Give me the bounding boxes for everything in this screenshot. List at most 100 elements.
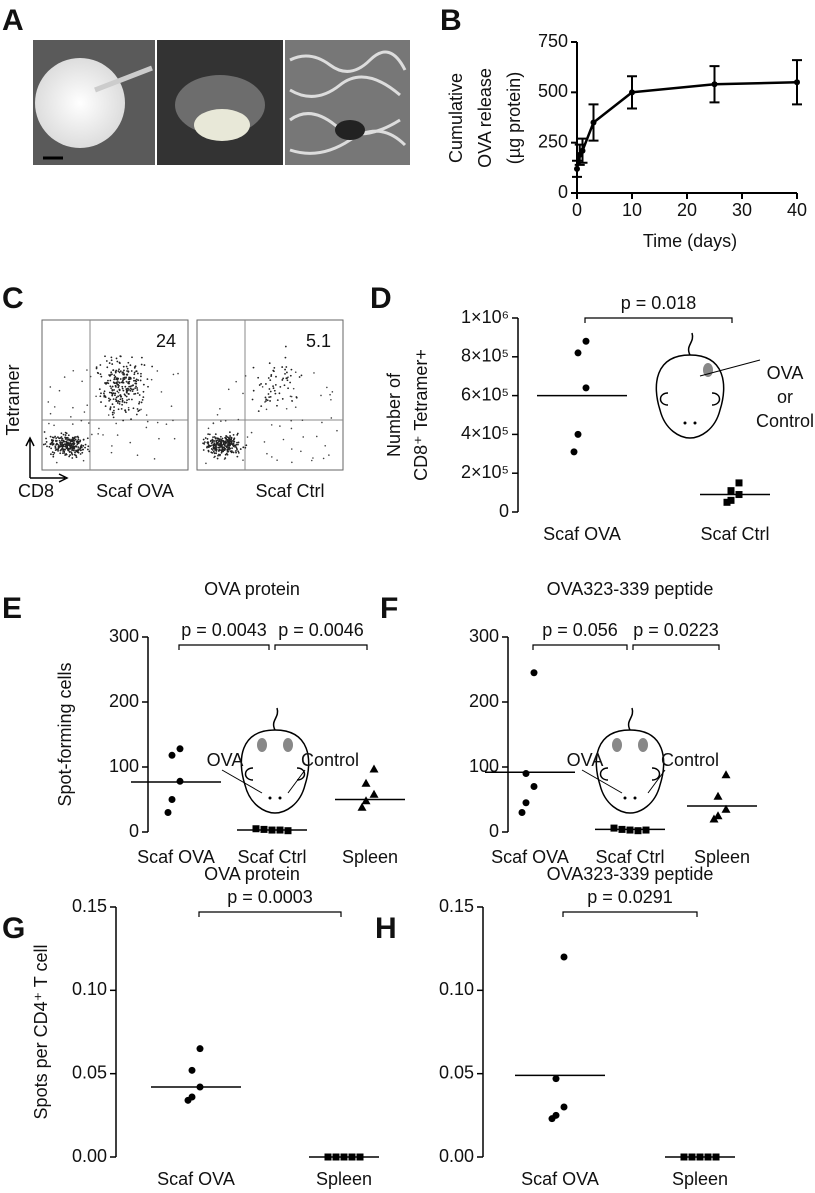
event-dot [121, 380, 124, 382]
event-dot [202, 449, 205, 451]
event-dot [73, 439, 76, 442]
event-dot [117, 400, 120, 402]
y-tick-label: 200 [469, 691, 499, 711]
data-point [369, 789, 379, 798]
event-dot [290, 448, 293, 450]
event-dot [69, 447, 72, 449]
quadrant-value: 5.1 [306, 331, 331, 351]
event-dot [237, 418, 240, 421]
data-point [252, 825, 260, 833]
implant-site [612, 738, 622, 752]
event-dot [76, 443, 79, 446]
event-dot [98, 427, 100, 430]
event-dot [234, 450, 237, 452]
event-dot [223, 444, 226, 447]
event-dot [217, 437, 220, 440]
event-dot [289, 374, 292, 377]
event-dot [68, 439, 71, 442]
event-dot [331, 391, 334, 393]
event-dot [290, 427, 293, 430]
event-dot [111, 385, 114, 388]
event-dot [60, 448, 63, 451]
event-dot [268, 388, 271, 390]
event-dot [329, 393, 331, 396]
mouse-ear [599, 767, 661, 781]
event-dot [276, 404, 278, 407]
event-dot [119, 355, 122, 357]
event-dot [51, 441, 54, 444]
data-point [164, 809, 172, 816]
mouse-icon [595, 729, 665, 814]
event-dot [45, 437, 47, 440]
event-dot [67, 448, 70, 451]
data-point [727, 487, 735, 495]
event-dot [267, 377, 270, 379]
event-dot [220, 449, 222, 452]
y-axis-label: Tetramer [3, 364, 23, 435]
event-dot [54, 435, 56, 438]
data-point [629, 89, 635, 96]
callout-line [221, 769, 263, 794]
event-dot [237, 450, 240, 453]
event-dot [289, 381, 292, 384]
event-dot [203, 442, 206, 445]
event-dot [99, 395, 102, 398]
event-dot [273, 367, 276, 369]
event-dot [202, 438, 205, 441]
event-dot [214, 448, 217, 450]
event-dot [117, 391, 120, 394]
event-dot [310, 459, 313, 462]
event-dot [124, 409, 127, 412]
event-dot [123, 369, 125, 372]
event-dot [322, 457, 325, 460]
event-dot [125, 401, 128, 404]
event-dot [83, 411, 86, 413]
mouse-label: or [777, 387, 793, 407]
event-dot [212, 422, 215, 424]
event-dot [118, 402, 121, 405]
p-value: p = 0.0003 [227, 887, 313, 907]
mouse-label: OVA [207, 750, 244, 770]
event-dot [134, 366, 136, 368]
event-dot [51, 443, 54, 446]
pore [335, 120, 365, 140]
event-dot [172, 373, 175, 376]
event-dot [77, 438, 80, 441]
event-dot [55, 439, 57, 442]
event-dot [177, 372, 179, 375]
event-dot [125, 395, 128, 398]
event-dot [226, 442, 229, 444]
event-dot [217, 440, 220, 443]
y-tick-label: 250 [538, 131, 568, 151]
event-dot [79, 440, 81, 443]
forceps [94, 65, 153, 93]
event-dot [236, 455, 239, 458]
event-dot [71, 449, 74, 452]
event-dot [91, 433, 93, 436]
event-dot [112, 369, 115, 372]
data-point [530, 669, 538, 677]
event-dot [132, 407, 135, 410]
event-dot [140, 408, 142, 411]
x-tick-label: 30 [732, 200, 752, 220]
event-dot [136, 387, 138, 389]
chart-title: OVA protein [204, 864, 300, 884]
event-dot [265, 383, 267, 385]
event-dot [215, 439, 218, 442]
event-dot [70, 444, 73, 447]
event-dot [224, 419, 227, 422]
x-axis-label: Time (days) [643, 231, 737, 251]
event-dot [119, 398, 122, 401]
axis-arrows [25, 436, 69, 483]
event-dot [221, 437, 224, 440]
event-dot [66, 438, 68, 440]
y-axis-label: Cumulative [446, 73, 466, 163]
data-point [184, 1096, 192, 1104]
mouse-eye [683, 421, 687, 425]
event-dot [312, 457, 314, 459]
event-dot [210, 451, 213, 454]
significance-bracket [274, 644, 368, 650]
event-dot [115, 422, 117, 425]
event-dot [226, 438, 228, 441]
mouse-label: OVA [567, 750, 604, 770]
